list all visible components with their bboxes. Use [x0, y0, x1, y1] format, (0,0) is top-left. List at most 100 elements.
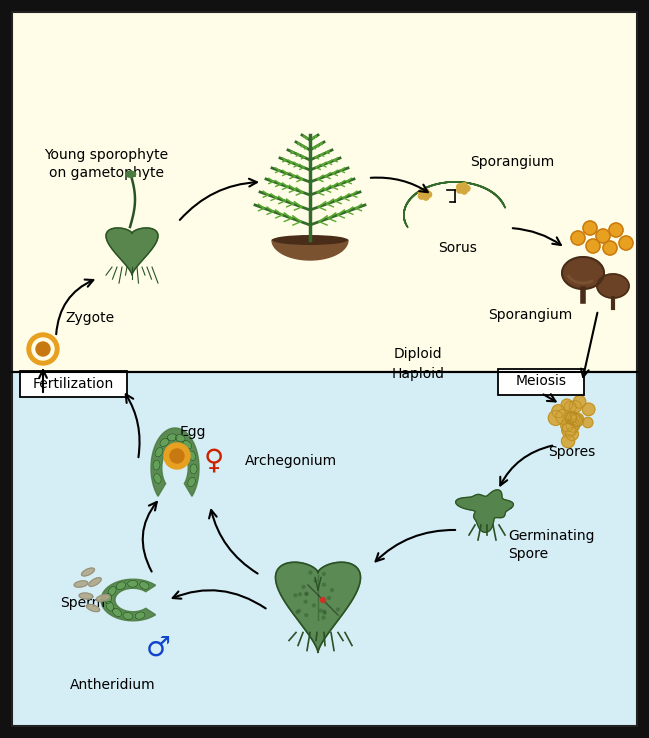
Circle shape — [570, 413, 584, 427]
Circle shape — [566, 418, 580, 432]
Ellipse shape — [96, 595, 110, 601]
Circle shape — [461, 183, 467, 189]
Ellipse shape — [116, 582, 126, 590]
Ellipse shape — [135, 612, 145, 619]
Circle shape — [457, 187, 463, 193]
Polygon shape — [106, 228, 158, 275]
Circle shape — [603, 241, 617, 255]
Circle shape — [562, 423, 576, 438]
Polygon shape — [276, 562, 360, 652]
Polygon shape — [126, 171, 136, 177]
Circle shape — [305, 593, 308, 596]
Ellipse shape — [190, 464, 197, 474]
Circle shape — [323, 610, 326, 613]
FancyBboxPatch shape — [498, 369, 584, 395]
Circle shape — [583, 221, 597, 235]
Circle shape — [319, 610, 323, 613]
Circle shape — [426, 191, 432, 198]
Circle shape — [423, 189, 429, 195]
Ellipse shape — [128, 580, 138, 587]
Ellipse shape — [140, 582, 149, 590]
Circle shape — [568, 413, 582, 427]
Circle shape — [297, 610, 300, 613]
Circle shape — [548, 410, 563, 425]
Circle shape — [565, 413, 576, 424]
Ellipse shape — [89, 578, 101, 587]
Circle shape — [461, 188, 467, 194]
Ellipse shape — [155, 447, 163, 457]
Circle shape — [305, 593, 308, 596]
Polygon shape — [272, 240, 348, 260]
Text: Zygote: Zygote — [65, 311, 114, 325]
Polygon shape — [101, 579, 156, 621]
Ellipse shape — [188, 477, 195, 487]
Ellipse shape — [160, 438, 169, 446]
Ellipse shape — [188, 451, 196, 461]
Ellipse shape — [79, 593, 93, 599]
Bar — [12, 372, 637, 726]
Ellipse shape — [562, 257, 604, 289]
Circle shape — [565, 411, 577, 423]
Circle shape — [561, 399, 572, 410]
Ellipse shape — [108, 587, 116, 596]
Circle shape — [170, 449, 184, 463]
Circle shape — [309, 571, 312, 574]
Circle shape — [321, 598, 326, 602]
Circle shape — [302, 585, 305, 588]
Ellipse shape — [167, 434, 177, 441]
FancyBboxPatch shape — [20, 371, 127, 397]
Circle shape — [423, 194, 429, 200]
Ellipse shape — [183, 441, 191, 449]
Circle shape — [569, 401, 582, 413]
Circle shape — [570, 415, 583, 427]
Text: Fertilization: Fertilization — [32, 377, 114, 391]
Circle shape — [566, 412, 580, 425]
Circle shape — [314, 579, 317, 582]
Circle shape — [564, 401, 576, 413]
Circle shape — [328, 596, 330, 599]
Circle shape — [32, 338, 54, 360]
Circle shape — [296, 611, 299, 614]
Circle shape — [36, 342, 50, 356]
Circle shape — [27, 333, 59, 365]
Text: Meiosis: Meiosis — [515, 374, 567, 388]
Circle shape — [619, 236, 633, 250]
Text: Haploid: Haploid — [391, 367, 445, 381]
Circle shape — [571, 231, 585, 245]
Circle shape — [567, 413, 577, 424]
Circle shape — [419, 190, 424, 196]
Text: Sporangium: Sporangium — [488, 308, 572, 322]
Circle shape — [457, 184, 463, 190]
Circle shape — [312, 604, 315, 607]
Circle shape — [330, 589, 334, 592]
Ellipse shape — [154, 474, 161, 483]
Text: Sperm: Sperm — [60, 596, 106, 610]
Circle shape — [573, 396, 586, 408]
Circle shape — [322, 616, 325, 619]
Circle shape — [323, 583, 326, 586]
Circle shape — [609, 223, 623, 237]
Circle shape — [419, 193, 424, 199]
Ellipse shape — [175, 435, 185, 442]
Circle shape — [586, 239, 600, 253]
Text: Sporangium: Sporangium — [470, 155, 554, 169]
Text: Germinating
Spore: Germinating Spore — [508, 529, 594, 561]
Ellipse shape — [153, 460, 160, 470]
Circle shape — [582, 403, 595, 415]
Ellipse shape — [123, 613, 133, 619]
Circle shape — [552, 404, 565, 418]
Text: Antheridium: Antheridium — [70, 678, 156, 692]
Polygon shape — [404, 182, 505, 227]
Circle shape — [556, 410, 571, 424]
Ellipse shape — [82, 568, 95, 576]
Text: ♀: ♀ — [204, 446, 224, 474]
Text: ♂: ♂ — [145, 634, 171, 662]
Circle shape — [561, 419, 574, 432]
Circle shape — [305, 613, 308, 617]
Circle shape — [563, 420, 578, 435]
Circle shape — [294, 594, 297, 597]
Text: Archegonium: Archegonium — [245, 454, 337, 468]
Text: Young sporophyte
on gametophyte: Young sporophyte on gametophyte — [44, 148, 168, 180]
Circle shape — [464, 185, 470, 191]
Ellipse shape — [74, 581, 88, 587]
